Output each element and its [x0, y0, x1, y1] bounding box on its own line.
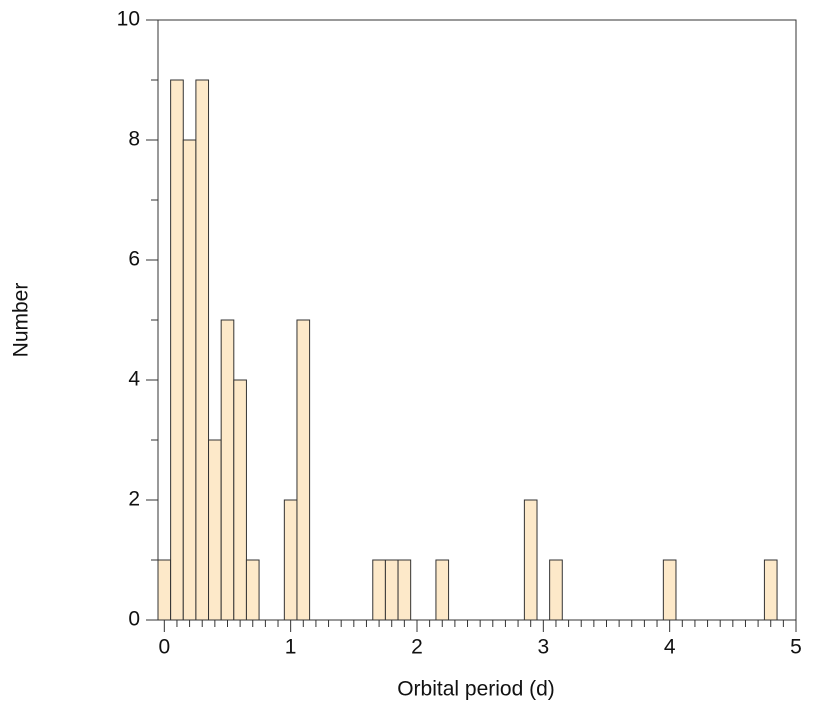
bar — [245, 559, 260, 621]
bar — [372, 559, 386, 621]
bar — [208, 439, 222, 621]
bar — [435, 559, 450, 621]
bar — [233, 379, 247, 621]
y-tick-label: 8 — [128, 128, 140, 151]
bar — [170, 79, 184, 621]
y-tick-label: 0 — [128, 608, 140, 631]
bar — [157, 559, 172, 621]
y-tick-label: 4 — [128, 368, 140, 391]
bar — [523, 499, 538, 621]
bar — [283, 499, 298, 621]
x-tick-label: 1 — [285, 636, 297, 659]
x-tick-label: 0 — [158, 636, 170, 659]
bar — [195, 79, 210, 621]
y-tick-label: 2 — [128, 488, 140, 511]
bar — [182, 139, 197, 621]
bar — [220, 319, 235, 621]
y-tick-label: 6 — [128, 248, 140, 271]
x-tick-label: 4 — [664, 636, 676, 659]
plot-frame — [157, 19, 797, 621]
bar — [296, 319, 311, 621]
bar — [397, 559, 412, 621]
y-tick-label: 10 — [117, 8, 140, 31]
bar — [384, 559, 399, 621]
bar — [549, 559, 563, 621]
x-tick-label: 2 — [411, 636, 423, 659]
x-tick-label: 5 — [790, 636, 802, 659]
y-axis-label: Number — [10, 283, 33, 358]
x-tick-label: 3 — [537, 636, 549, 659]
bar — [662, 559, 677, 621]
x-axis-label: Orbital period (d) — [397, 678, 555, 701]
bar — [763, 559, 778, 621]
